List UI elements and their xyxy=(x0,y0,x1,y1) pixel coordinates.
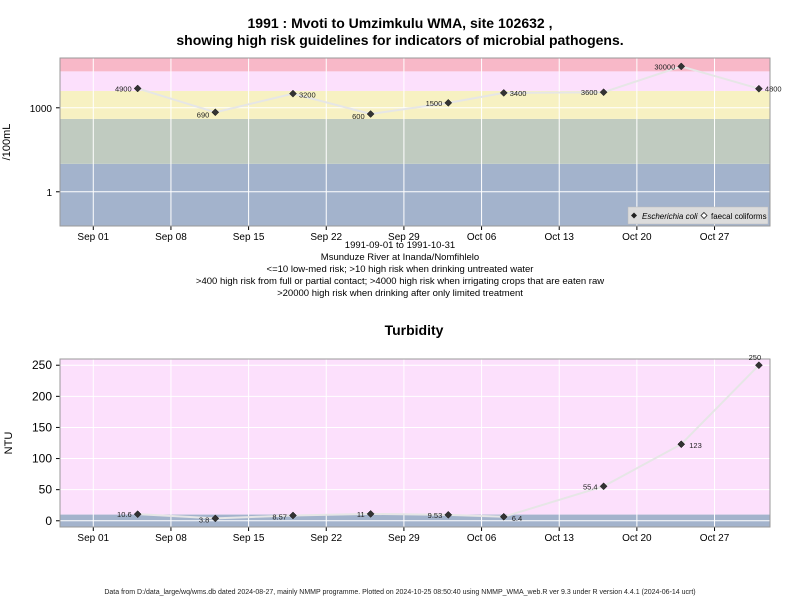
guideline-note-1: <=10 low-med risk; >10 high risk when dr… xyxy=(266,264,534,275)
y-tick-label: 1 xyxy=(46,188,52,199)
guideline-note-3: >20000 high risk when drinking after onl… xyxy=(277,288,523,299)
x-tick-label: Sep 22 xyxy=(310,232,342,243)
x-tick-label: Sep 01 xyxy=(77,533,109,544)
data-label: 3.8 xyxy=(199,515,209,524)
data-point xyxy=(599,482,608,491)
data-point xyxy=(499,89,508,97)
y-tick-label: 200 xyxy=(32,389,52,403)
legend-marker-faecal xyxy=(700,211,708,220)
data-label: 11 xyxy=(357,510,365,519)
data-label: 3400 xyxy=(510,89,527,98)
data-point xyxy=(499,512,508,521)
plot-frame xyxy=(59,57,771,227)
risk-band-3 xyxy=(60,71,770,91)
legend-box xyxy=(627,206,769,225)
data-label: 3200 xyxy=(299,91,316,100)
x-tick-label: Oct 27 xyxy=(700,232,730,243)
data-point xyxy=(211,108,220,117)
data-label: 1500 xyxy=(426,99,443,108)
ecoli-chart: Sep 01 Sep 08 Sep 15 Sep 22 Sep 29 Oct 06 Oct … xyxy=(1,57,782,243)
y-tick-label: 50 xyxy=(39,483,53,497)
y-tick-label: 100 xyxy=(32,452,52,466)
data-point xyxy=(755,361,763,370)
data-label: 30000 xyxy=(654,62,675,71)
risk-band-2 xyxy=(60,90,770,119)
data-label: 690 xyxy=(197,110,210,119)
x-tick-label: Sep 29 xyxy=(388,232,420,243)
chart-title-line-2: showing high risk guidelines for indicat… xyxy=(176,32,624,48)
data-point xyxy=(677,62,686,71)
x-tick-label: Oct 20 xyxy=(622,232,652,243)
site-note: Msunduze River at Inanda/Nomfihlelo xyxy=(320,252,480,263)
turbidity-chart: Turbidity Sep 01 Sep 08 Sep 15 Sep 22 Sep 29 O… xyxy=(3,322,771,544)
y-tick-label: 1000 xyxy=(30,104,53,115)
data-label: 6.4 xyxy=(512,514,522,523)
x-tick-label: Sep 22 xyxy=(310,533,342,544)
data-label: 4800 xyxy=(765,85,782,94)
data-point xyxy=(289,89,297,98)
x-tick-label: Oct 06 xyxy=(467,533,497,544)
date-range-note: 1991-09-01 to 1991-10-31 xyxy=(344,240,456,251)
data-label: 600 xyxy=(352,112,365,121)
y-axis-label: /100mL xyxy=(1,124,13,161)
x-tick-label: Sep 15 xyxy=(233,533,265,544)
data-point xyxy=(289,511,297,520)
data-point xyxy=(755,84,763,93)
x-tick-label: Oct 20 xyxy=(622,533,652,544)
chart-title-line-1: 1991 : Mvoti to Umzimkulu WMA, site 1026… xyxy=(247,15,553,31)
data-point xyxy=(366,510,375,518)
x-tick-label: Oct 13 xyxy=(544,232,574,243)
x-tick-label: Sep 08 xyxy=(155,232,187,243)
data-label: 250 xyxy=(749,353,762,362)
legend: Escherichia coli faecal coliforms xyxy=(627,206,769,225)
data-point xyxy=(133,510,142,519)
data-label: 9.53 xyxy=(428,511,443,520)
guideline-note-2: >400 high risk from full or partial cont… xyxy=(195,276,605,287)
x-tick-label: Sep 08 xyxy=(155,533,187,544)
data-label: 10.6 xyxy=(117,510,132,519)
data-label: 55.4 xyxy=(583,482,598,491)
y-axis-label: NTU xyxy=(3,432,15,455)
data-point xyxy=(444,99,453,107)
data-label: 4900 xyxy=(115,84,132,93)
risk-band-1 xyxy=(60,118,770,164)
legend-label-faecal: faecal coliforms xyxy=(711,212,767,221)
legend-marker-ecoli xyxy=(631,212,637,219)
x-tick-label: Sep 15 xyxy=(233,232,265,243)
x-tick-label: Oct 13 xyxy=(544,533,574,544)
data-label: 123 xyxy=(689,441,702,450)
data-point xyxy=(366,110,375,118)
data-point xyxy=(677,440,686,449)
x-tick-label: Oct 06 xyxy=(467,232,497,243)
data-point xyxy=(133,84,142,93)
data-label: 3600 xyxy=(581,88,598,97)
x-tick-label: Sep 29 xyxy=(388,533,420,544)
risk-band-1 xyxy=(60,359,770,515)
y-tick-label: 150 xyxy=(32,420,52,434)
y-tick-label: 0 xyxy=(45,514,52,528)
footer-note: Data from D:/data_large/wq/wms.db dated … xyxy=(104,589,696,596)
data-label: 8.57 xyxy=(272,512,287,521)
data-point xyxy=(444,510,453,519)
x-tick-label: Sep 01 xyxy=(77,232,109,243)
plot-frame xyxy=(59,358,771,528)
data-point xyxy=(211,514,220,523)
legend-label-ecoli: Escherichia coli xyxy=(642,212,698,221)
data-point xyxy=(599,88,608,97)
turbidity-title: Turbidity xyxy=(385,322,444,338)
risk-band-4 xyxy=(60,58,770,72)
x-tick-label: Oct 27 xyxy=(700,533,730,544)
y-tick-label: 250 xyxy=(32,358,52,372)
